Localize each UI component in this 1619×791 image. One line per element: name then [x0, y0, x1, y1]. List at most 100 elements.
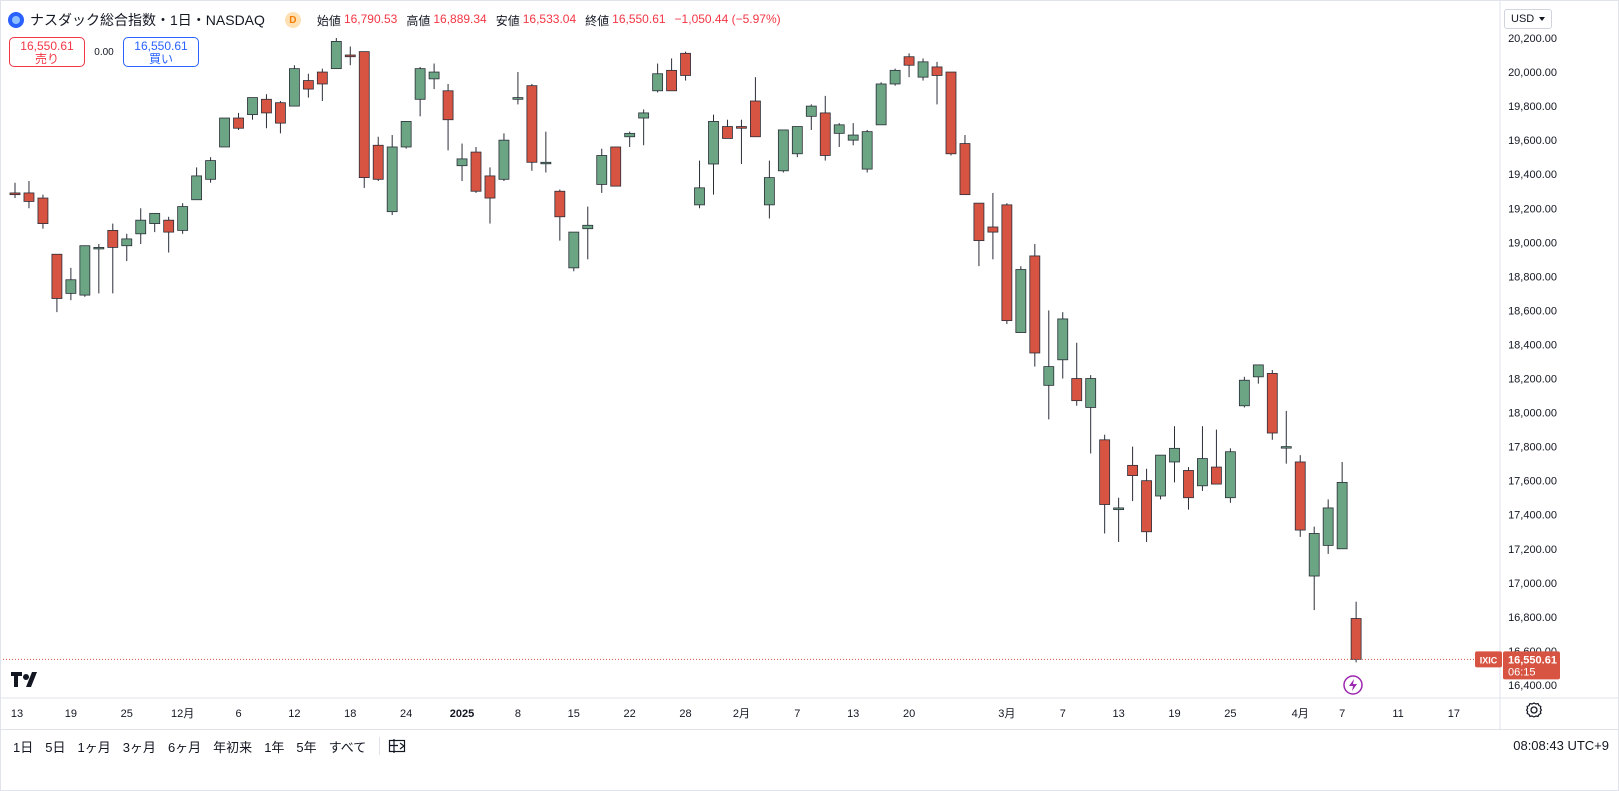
price-tick-label: 19,400.00 — [1508, 169, 1557, 181]
candle-body — [1141, 480, 1152, 533]
candle-body — [694, 187, 705, 206]
period-button[interactable]: 1ヶ月 — [77, 739, 111, 755]
candle-body — [917, 61, 929, 78]
candle-body — [540, 161, 552, 165]
candle — [596, 148, 608, 193]
candle — [708, 114, 719, 195]
clock-timezone[interactable]: 08:08:43 UTC+9 — [1513, 738, 1609, 753]
candle — [1001, 203, 1013, 325]
time-tick-label: 13 — [847, 708, 859, 720]
candle — [1350, 601, 1362, 663]
candle-body — [1336, 481, 1348, 550]
candle-body — [288, 68, 300, 107]
price-tick-label: 17,800.00 — [1508, 442, 1557, 454]
candle-body — [428, 71, 440, 80]
compare-icon[interactable] — [388, 737, 408, 755]
tradingview-logo-icon[interactable] — [11, 671, 43, 694]
lightning-icon[interactable] — [1343, 675, 1363, 695]
time-tick-label: 20 — [903, 708, 915, 720]
candle — [302, 73, 314, 98]
candle — [177, 203, 189, 234]
candle — [400, 121, 412, 149]
period-button[interactable]: 6ヶ月 — [167, 739, 202, 755]
settings-gear-icon[interactable] — [1524, 700, 1544, 720]
candle-body — [987, 226, 999, 233]
toolbar-divider — [379, 737, 381, 755]
candle — [442, 83, 454, 151]
time-tick-label: 2025 — [450, 708, 474, 720]
trade-panel: 16,550.61 売り 0.00 16,550.61 買い — [9, 37, 199, 67]
candle-body — [554, 190, 566, 218]
period-button[interactable]: すべて — [328, 739, 367, 755]
candle-body — [1183, 470, 1194, 499]
candle-body — [400, 121, 412, 148]
candle-body — [93, 247, 105, 250]
price-tick-label: 19,200.00 — [1508, 203, 1557, 215]
candle — [568, 231, 580, 272]
candle-body — [1169, 447, 1180, 463]
symbol-title[interactable]: ナスダック総合指数・1日・NASDAQ — [30, 12, 265, 28]
time-tick-label: 12 — [288, 708, 300, 720]
delayed-data-badge[interactable]: D — [284, 12, 301, 28]
candle — [205, 157, 216, 183]
candle-body — [945, 71, 957, 155]
time-tick-label: 3月 — [998, 708, 1015, 720]
candle — [1071, 342, 1083, 406]
candle — [65, 267, 77, 301]
candle-body — [805, 105, 817, 117]
candle-body — [624, 132, 636, 138]
candle — [219, 117, 230, 148]
time-tick-label: 19 — [65, 708, 77, 720]
candle-body — [1308, 533, 1320, 577]
candle-body — [1127, 464, 1138, 476]
candle — [540, 131, 552, 173]
price-tick-label: 17,400.00 — [1508, 510, 1557, 522]
price-tick-label: 19,800.00 — [1508, 101, 1557, 113]
candle — [652, 63, 664, 93]
candle — [51, 253, 63, 313]
period-button[interactable]: 3ヶ月 — [122, 739, 156, 755]
period-button[interactable]: 1年 — [264, 739, 285, 755]
candle — [694, 160, 705, 209]
candle — [1141, 468, 1152, 542]
candle-body — [763, 177, 775, 206]
spread-value: 0.00 — [94, 46, 114, 58]
buy-button[interactable]: 16,550.61 買い — [123, 37, 199, 67]
last-price-tag-value: 16,550.61 — [1508, 654, 1557, 666]
candle — [428, 63, 440, 90]
candle — [37, 194, 49, 229]
candle-body — [135, 219, 147, 235]
candle-body — [903, 56, 915, 66]
price-tick-label: 19,000.00 — [1508, 237, 1557, 249]
time-tick-label: 8 — [515, 708, 521, 720]
symbol-tag-bg — [1475, 651, 1502, 668]
candle-body — [456, 158, 468, 167]
candle-body — [1294, 461, 1306, 531]
candle — [316, 68, 328, 101]
candle-body — [107, 229, 119, 248]
candle — [79, 245, 91, 297]
currency-select[interactable]: USD — [1504, 9, 1552, 29]
candle-body — [819, 112, 831, 156]
candle-body — [1197, 458, 1208, 487]
candle — [917, 58, 929, 81]
period-button[interactable]: 年初来 — [213, 739, 253, 755]
nasdaq-logo-icon[interactable] — [8, 12, 24, 28]
candle — [1183, 467, 1194, 510]
candle-body — [1113, 507, 1125, 511]
time-tick-label: 2月 — [733, 708, 750, 720]
period-button[interactable]: 1日 — [13, 739, 34, 755]
period-button[interactable]: 5日 — [45, 739, 66, 755]
sell-button[interactable]: 16,550.61 売り — [9, 37, 85, 67]
candle — [121, 233, 133, 262]
period-button[interactable]: 5年 — [296, 739, 317, 755]
candle-body — [498, 139, 510, 180]
candle-body — [1266, 373, 1278, 434]
candle-body — [372, 144, 384, 180]
candle — [638, 109, 650, 146]
change-value: −1,050.44 (−5.97%) — [674, 11, 781, 26]
candle-body — [1001, 204, 1013, 322]
candle-body — [37, 197, 49, 224]
price-tick-label: 17,000.00 — [1508, 578, 1557, 590]
